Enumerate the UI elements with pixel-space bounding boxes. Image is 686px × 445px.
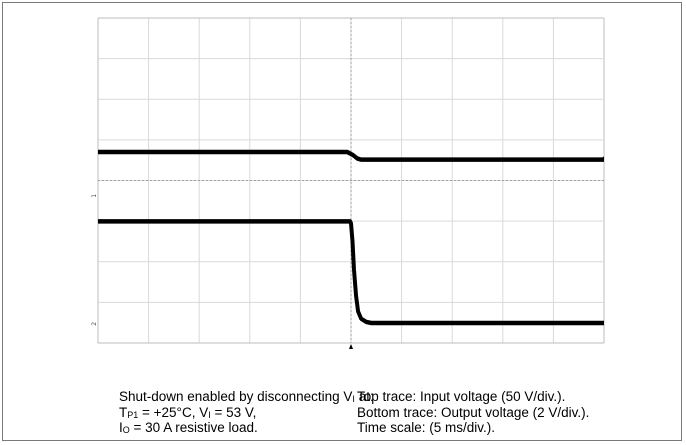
caption-bottom-trace: Bottom trace: Output voltage (2 V/div.). <box>357 404 590 420</box>
caption-traces: Top trace: Input voltage (50 V/div.). Bo… <box>357 389 589 436</box>
channel-2-ground-marker: 2 <box>91 322 98 326</box>
trigger-level-marker <box>601 156 604 161</box>
graticule <box>97 17 605 344</box>
caption-conditions: Shut-down enabled by disconnecting VI at… <box>119 389 374 436</box>
oscilloscope-plot: 12 <box>91 17 605 349</box>
channel-1-ground-marker: 1 <box>91 194 98 198</box>
trace-1-band <box>98 152 604 162</box>
caption-line-3: IO = 30 A resistive load. <box>119 420 258 435</box>
channel-markers: 12 <box>91 156 604 349</box>
caption-line-1: Shut-down enabled by disconnecting VI at… <box>119 389 374 404</box>
traces <box>98 149 604 326</box>
caption-time-scale: Time scale: (5 ms/div.). <box>357 420 496 435</box>
trigger-marker <box>349 344 353 349</box>
caption-line-2: TP1 = +25°C, VI = 53 V, <box>119 404 257 420</box>
trace-2-band <box>98 221 604 326</box>
trace-1 <box>98 149 604 162</box>
caption-top-trace: Top trace: Input voltage (50 V/div.). <box>357 389 566 404</box>
